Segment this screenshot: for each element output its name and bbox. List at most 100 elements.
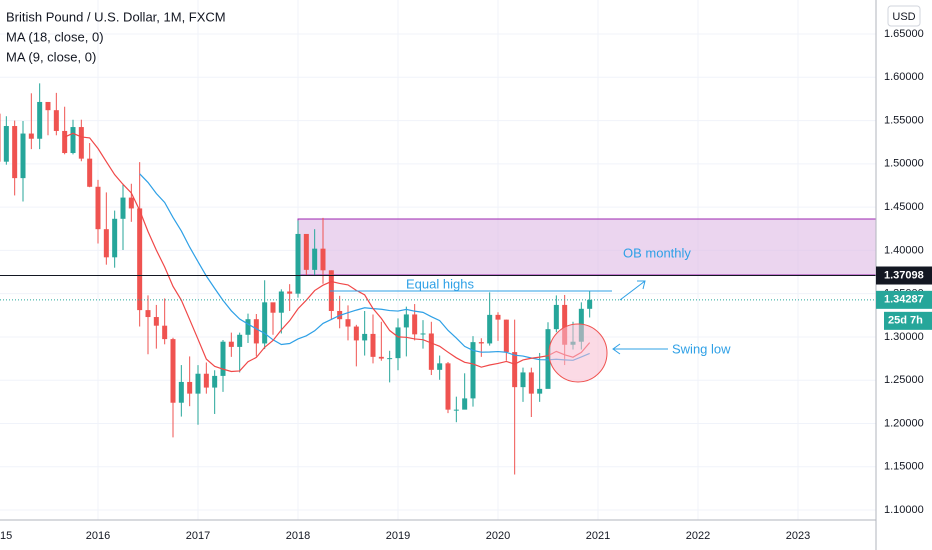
- candle-body: [170, 339, 176, 403]
- y-tick-label: 1.25000: [884, 374, 924, 386]
- candle-body: [553, 304, 559, 330]
- countdown-box: [884, 311, 932, 330]
- candle-body: [20, 133, 26, 179]
- candle-body: [178, 381, 184, 403]
- candle-body: [228, 341, 234, 347]
- candle-body: [137, 208, 143, 311]
- x-tick-label: 2021: [586, 530, 610, 542]
- y-tick-label: 1.50000: [884, 158, 924, 170]
- y-tick-label: 1.10000: [884, 504, 924, 516]
- candle-body: [420, 333, 426, 335]
- x-tick-label: 2023: [786, 530, 810, 542]
- candle-body: [320, 248, 326, 271]
- annotation: OB monthly: [623, 245, 691, 260]
- annotation: Equal highs: [406, 276, 474, 291]
- candle-body: [287, 291, 293, 294]
- candle-body: [187, 381, 193, 394]
- legend-entry: MA (18, close, 0): [6, 29, 104, 44]
- moving-average-line: [139, 173, 590, 361]
- candle-body: [120, 197, 126, 219]
- candle-body: [212, 375, 218, 388]
- candle-body: [403, 314, 409, 328]
- candle-body: [12, 126, 18, 179]
- axes: 1.100001.150001.200001.250001.300001.350…: [0, 28, 924, 542]
- candle-body: [237, 334, 243, 347]
- swing-low-circle: [548, 323, 608, 383]
- candle-body: [562, 304, 568, 345]
- time-axis: [0, 520, 876, 550]
- candle-body: [203, 373, 209, 388]
- candle-body: [453, 409, 459, 411]
- candle-body: [262, 302, 268, 344]
- y-tick-label: 1.65000: [884, 28, 924, 40]
- x-tick-label: 2018: [286, 530, 310, 542]
- price-label: 1.34287: [884, 294, 924, 306]
- candle-body: [37, 101, 43, 139]
- candle-body: [62, 130, 68, 154]
- candle-body: [412, 314, 418, 335]
- candle-body: [437, 363, 443, 370]
- candle-body: [537, 388, 543, 394]
- candle-body: [28, 133, 34, 139]
- currency: USD: [892, 11, 915, 23]
- y-tick-label: 1.40000: [884, 244, 924, 256]
- candle-body: [70, 127, 76, 154]
- price-label-box: [876, 266, 932, 285]
- plot: [0, 83, 876, 475]
- candle-body: [95, 186, 101, 230]
- candle-body: [128, 197, 134, 209]
- x-tick-label: 2017: [186, 530, 210, 542]
- candle-body: [345, 319, 351, 327]
- candle-body: [270, 302, 276, 313]
- y-tick-label: 1.20000: [884, 417, 924, 429]
- candle-body: [387, 358, 393, 360]
- candle-body: [245, 319, 251, 335]
- candle-body: [53, 110, 59, 131]
- candle-body: [0, 113, 1, 162]
- candle-body: [145, 310, 151, 318]
- countdown: 25d 7h: [888, 315, 923, 327]
- candle-body: [312, 248, 318, 270]
- x-tick-label: 15: [0, 530, 12, 542]
- candle-body: [303, 233, 309, 270]
- candle-body: [495, 314, 501, 320]
- candle-body: [370, 333, 376, 357]
- order-block-zone: [297, 218, 877, 276]
- candle-body: [378, 356, 384, 359]
- candle-body: [162, 325, 168, 340]
- candle-body: [520, 372, 526, 388]
- y-tick-label: 1.60000: [884, 71, 924, 83]
- moving-average-line: [64, 132, 591, 373]
- arrow: [619, 280, 646, 301]
- candle-body: [545, 329, 551, 389]
- x-tick-label: 2020: [486, 530, 510, 542]
- candle-body: [470, 342, 476, 399]
- candle-body: [103, 229, 109, 258]
- x-tick-label: 2019: [386, 530, 410, 542]
- price-label-box: [876, 290, 932, 309]
- candle-body: [195, 373, 201, 394]
- candle-body: [353, 326, 359, 341]
- candle-body: [87, 158, 93, 187]
- y-tick-label: 1.15000: [884, 461, 924, 473]
- candle-body: [487, 314, 493, 344]
- price-label: 1.37098: [884, 269, 924, 281]
- candle-body: [478, 342, 484, 344]
- candle-body: [445, 363, 451, 410]
- candle-body: [295, 233, 301, 294]
- candle-body: [428, 333, 434, 370]
- candle-body: [253, 319, 259, 344]
- legend-entry: MA (9, close, 0): [6, 49, 96, 64]
- candle-body: [220, 341, 226, 376]
- y-tick-label: 1.45000: [884, 201, 924, 213]
- candle-body: [395, 327, 401, 359]
- candle-body: [512, 352, 518, 388]
- candle-body: [45, 101, 51, 111]
- candle-body: [462, 398, 468, 410]
- candle-body: [78, 127, 84, 159]
- arrow: [612, 343, 668, 355]
- candle-body: [112, 218, 118, 258]
- candle-body: [153, 317, 159, 326]
- currency-box[interactable]: [887, 5, 921, 27]
